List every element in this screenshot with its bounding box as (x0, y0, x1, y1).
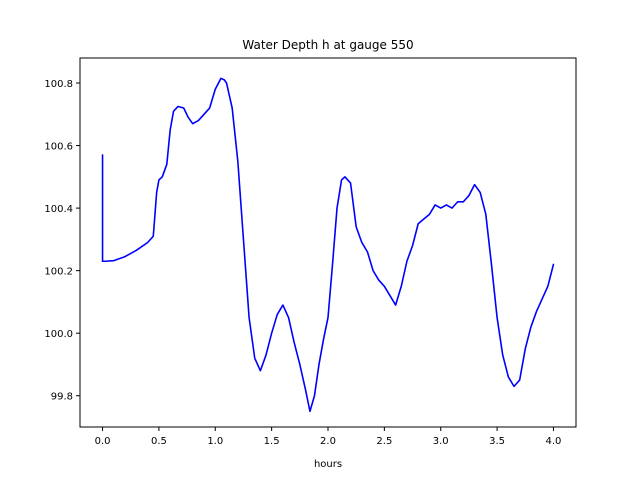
series-line-0 (101, 77, 555, 413)
x-tick-label: 3.0 (433, 436, 449, 447)
x-tick-label: 4.0 (546, 436, 562, 447)
x-tick-label: 2.0 (320, 436, 336, 447)
x-tick-label: 1.5 (264, 436, 280, 447)
y-tick-label: 100.2 (44, 267, 73, 278)
plot-frame (79, 57, 577, 428)
y-tick-label: 100.0 (44, 329, 73, 340)
y-tick-label: 100.6 (44, 142, 73, 153)
series-layer (101, 77, 555, 413)
y-tick-label: 100.4 (44, 204, 73, 215)
x-tick-label: 0.0 (95, 436, 111, 447)
chart-title: Water Depth h at gauge 550 (242, 38, 413, 52)
x-tick-label: 1.0 (207, 436, 223, 447)
y-tick-label: 99.8 (51, 392, 73, 403)
x-tick-label: 0.5 (151, 436, 167, 447)
x-tick-label: 3.5 (489, 436, 505, 447)
y-tick-label: 100.8 (44, 79, 73, 90)
y-axis: 99.8 100.0 100.2 100.4 100.6 100.8 (44, 79, 80, 403)
x-tick-label: 2.5 (376, 436, 392, 447)
plot-area (80, 58, 576, 427)
x-axis: 0.0 0.5 1.0 1.5 2.0 2.5 3.0 3.5 4.0 (95, 427, 562, 447)
x-axis-label: hours (314, 459, 342, 470)
